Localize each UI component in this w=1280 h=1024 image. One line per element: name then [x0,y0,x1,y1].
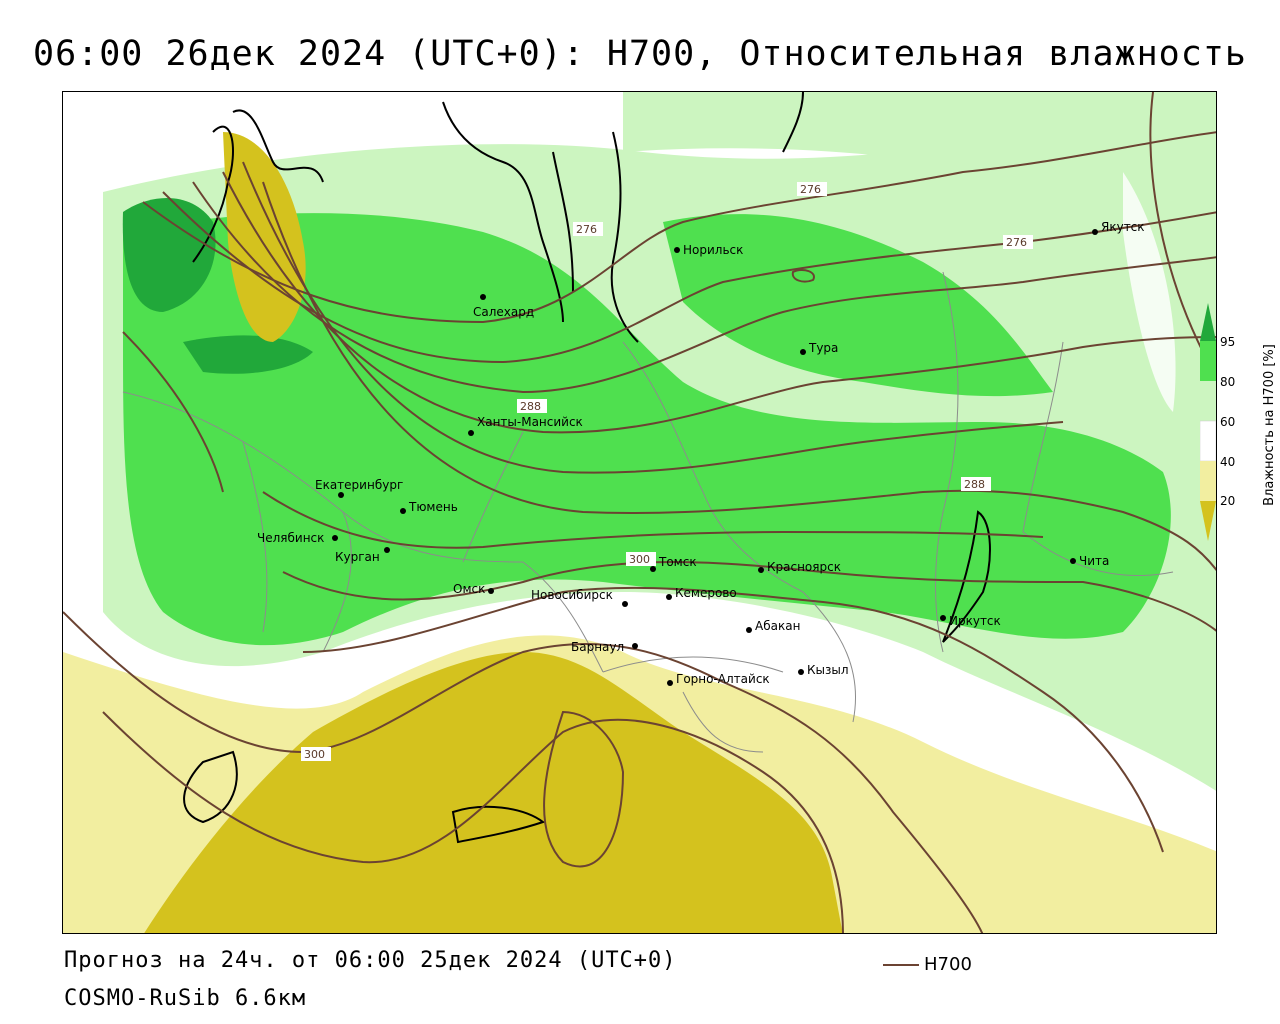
city-label-gorno-altaysk: Горно-Алтайск [676,672,770,686]
model-name: COSMO-RuSib 6.6км [64,986,307,1011]
city-label-chelyabinsk: Челябинск [257,531,324,545]
city-label-irkutsk: Иркутск [949,614,1001,628]
city-dot-irkutsk [940,615,946,621]
city-label-yakutsk: Якутск [1101,220,1145,234]
city-dot-barnaul [632,643,638,649]
city-dot-chelyabinsk [332,535,338,541]
city-label-chita: Чита [1079,554,1109,568]
legend-tick-95: 95 [1220,335,1236,349]
city-label-khanty-mansiysk: Ханты-Мансийск [477,415,583,429]
city-dot-khanty-mansiysk [468,430,474,436]
city-dot-ekaterinburg [338,492,344,498]
humid-zone-green-north [663,214,1053,397]
humidity-legend-title: Влажность на H700 [%] [1262,344,1277,506]
very-humid-zone-west [122,198,216,312]
legend-tick-60: 60 [1220,415,1236,429]
dry-tongue-northwest [223,132,306,342]
map-canvas: 276 276 276 288 288 300 300 Норильск Яку… [63,92,1216,933]
city-label-kyzyl: Кызыл [807,663,849,677]
city-dot-tomsk [650,566,656,572]
very-humid-zone-ural [183,335,313,374]
legend-tick-40: 40 [1220,455,1236,469]
h700-line-label: H700 [924,954,972,975]
city-dot-tyumen [400,508,406,514]
city-label-norilsk: Норильск [683,243,743,257]
h700-contours [63,92,1216,933]
very-dry-zone-south [144,652,843,933]
city-dot-yakutsk [1092,229,1098,235]
city-dot-gorno-altaysk [667,680,673,686]
contour-label-276-c: 276 [1006,236,1027,249]
clear-zone-east [1123,172,1176,412]
scale-moist [1200,381,1216,421]
h700-line-sample [883,964,919,966]
city-dot-salekhard [480,294,486,300]
region-borders [122,271,1174,753]
city-markers: Норильск Якутск Салехард Тура Ханты-Манс… [257,220,1145,686]
contour-label-288-a: 288 [520,400,541,413]
city-label-omsk: Омск [453,582,485,596]
city-label-barnaul: Барнаул [571,640,624,654]
scale-very-humid [1200,303,1216,341]
city-label-tomsk: Томск [658,555,697,569]
forecast-info: Прогноз на 24ч. от 06:00 25дек 2024 (UTC… [64,948,677,973]
city-dot-krasnoyarsk [758,567,764,573]
city-label-tyumen: Тюмень [408,500,458,514]
map-area[interactable]: 276 276 276 288 288 300 300 Норильск Яку… [62,91,1217,934]
contour-label-288-b: 288 [964,478,985,491]
city-dot-tura [800,349,806,355]
city-label-tura: Тура [808,341,838,355]
map-title: 06:00 26дек 2024 (UTC+0): H700, Относите… [33,34,1247,74]
city-dot-norilsk [674,247,680,253]
scale-neutral [1200,420,1216,462]
city-label-novosibirsk: Новосибирск [531,588,613,602]
city-label-ekaterinburg: Екатеринбург [315,478,403,492]
contour-label-276-b: 276 [576,223,597,236]
contour-label-300-a: 300 [629,553,650,566]
city-label-abakan: Абакан [755,619,800,633]
contour-label-group: 276 276 276 288 288 300 300 [301,182,1033,761]
humid-zone-north [623,92,1216,290]
legend-tick-20: 20 [1220,494,1236,508]
scale-very-dry [1200,501,1216,541]
city-dot-chita [1070,558,1076,564]
coastlines [183,92,991,844]
city-dot-kurgan [384,547,390,553]
humid-zone-green [123,213,1171,646]
contour-label-300-b: 300 [304,748,325,761]
contour-label-276-a: 276 [800,183,821,196]
city-label-salekhard: Салехард [473,305,534,319]
city-label-krasnoyarsk: Красноярск [767,560,841,574]
city-dot-omsk [488,588,494,594]
scale-humid [1200,341,1216,381]
city-dot-abakan [746,627,752,633]
city-dot-kyzyl [798,669,804,675]
city-dot-kemerovo [666,594,672,600]
humidity-color-scale [1200,303,1216,541]
scale-dry [1200,461,1216,501]
legend-tick-80: 80 [1220,375,1236,389]
city-label-kurgan: Курган [335,550,380,564]
city-label-kemerovo: Кемерово [675,586,737,600]
city-dot-novosibirsk [622,601,628,607]
